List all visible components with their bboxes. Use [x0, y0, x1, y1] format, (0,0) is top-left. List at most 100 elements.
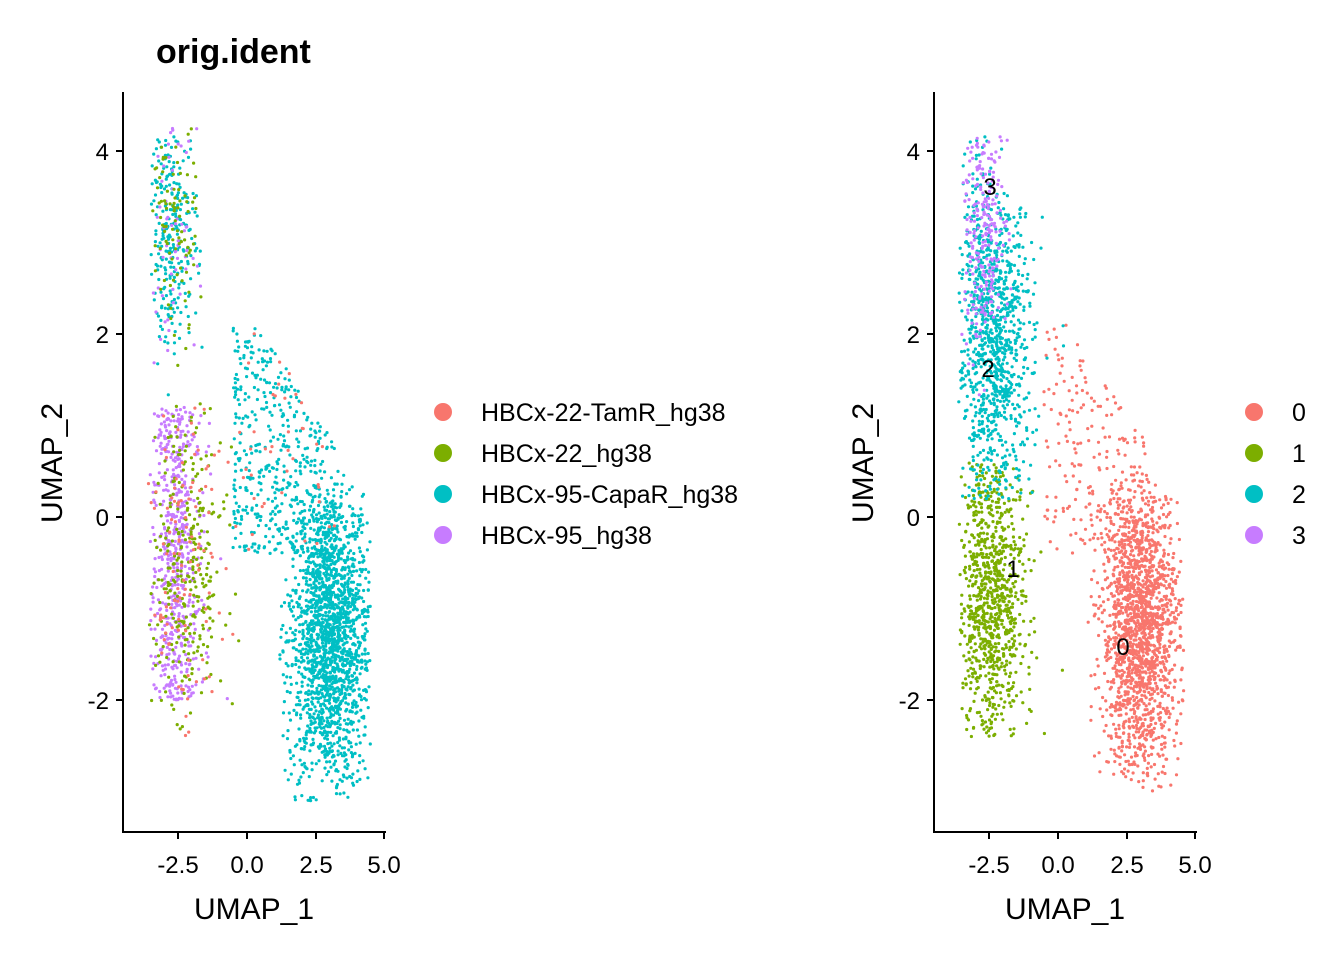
scatter-point	[191, 467, 195, 471]
scatter-point	[172, 181, 176, 185]
scatter-point	[333, 640, 337, 645]
scatter-point	[164, 614, 168, 618]
scatter-point	[309, 684, 314, 688]
scatter-point	[207, 510, 211, 515]
scatter-point	[184, 270, 189, 274]
scatter-point	[166, 411, 170, 415]
scatter-point	[368, 540, 372, 544]
scatter-point	[196, 522, 200, 526]
scatter-point	[325, 559, 329, 563]
scatter-point	[167, 233, 171, 237]
scatter-point	[364, 688, 368, 692]
scatter-point	[332, 494, 336, 498]
scatter-point	[327, 641, 331, 645]
scatter-point	[293, 458, 298, 462]
scatter-point	[318, 425, 322, 429]
scatter-point	[313, 458, 317, 462]
scatter-point	[234, 501, 238, 505]
scatter-point	[201, 491, 205, 495]
scatter-point	[273, 382, 278, 386]
scatter-point	[186, 697, 190, 701]
scatter-point	[294, 480, 298, 485]
scatter-point	[326, 504, 330, 508]
scatter-point	[191, 413, 195, 417]
scatter-point	[360, 554, 365, 558]
scatter-point	[360, 652, 364, 656]
scatter-point	[235, 332, 239, 336]
scatter-point	[180, 511, 184, 515]
scatter-point	[1109, 747, 1113, 751]
scatter-point	[154, 262, 158, 267]
scatter-point	[258, 518, 262, 523]
scatter-point	[158, 502, 162, 506]
scatter-point	[339, 637, 343, 642]
scatter-point	[159, 264, 163, 268]
scatter-point	[340, 688, 344, 692]
scatter-point	[1117, 713, 1121, 718]
scatter-point	[346, 597, 350, 601]
scatter-point	[351, 772, 355, 776]
scatter-point	[161, 234, 165, 238]
scatter-point	[1089, 595, 1093, 599]
scatter-point	[1090, 577, 1094, 582]
scatter-point	[1181, 597, 1185, 601]
scatter-point	[197, 271, 201, 275]
scatter-point	[331, 614, 335, 618]
scatter-point	[153, 570, 158, 574]
scatter-point	[173, 515, 177, 519]
scatter-point	[1153, 652, 1157, 656]
scatter-point	[189, 147, 193, 151]
scatter-point	[1147, 480, 1151, 484]
scatter-point	[330, 523, 334, 527]
scatter-point	[315, 689, 319, 694]
scatter-point	[353, 751, 357, 756]
scatter-point	[258, 471, 262, 475]
scatter-point	[180, 563, 184, 568]
scatter-point	[202, 407, 206, 411]
scatter-point	[174, 301, 178, 305]
scatter-point	[169, 680, 173, 685]
scatter-point	[316, 548, 320, 553]
scatter-point	[176, 657, 181, 661]
scatter-point	[157, 221, 161, 225]
scatter-point	[194, 683, 198, 687]
scatter-point	[1132, 704, 1136, 708]
scatter-point	[188, 592, 192, 597]
scatter-point	[309, 719, 313, 723]
scatter-point	[171, 172, 175, 176]
scatter-point	[336, 753, 340, 757]
scatter-point	[323, 699, 327, 703]
scatter-point	[177, 518, 181, 522]
scatter-point	[356, 636, 360, 640]
scatter-point	[346, 722, 350, 726]
scatter-point	[1134, 599, 1139, 604]
scatter-point	[1169, 537, 1173, 541]
scatter-point	[303, 698, 307, 702]
scatter-point	[305, 711, 309, 715]
scatter-point	[308, 749, 312, 753]
scatter-point	[275, 460, 279, 464]
scatter-point	[282, 434, 286, 438]
scatter-point	[307, 571, 311, 575]
scatter-point	[171, 414, 175, 418]
scatter-point	[324, 676, 328, 681]
scatter-point	[192, 263, 196, 267]
scatter-point	[296, 695, 300, 700]
scatter-point	[352, 688, 356, 692]
scatter-point	[170, 223, 174, 227]
scatter-point	[1113, 760, 1117, 764]
scatter-point	[320, 733, 325, 737]
scatter-point	[289, 541, 293, 545]
x-tick-label: 0.0	[230, 852, 263, 879]
scatter-point	[1146, 530, 1151, 534]
scatter-point	[175, 566, 179, 570]
scatter-point	[244, 508, 248, 512]
scatter-point	[264, 364, 268, 368]
scatter-point	[337, 626, 341, 630]
scatter-point	[351, 781, 355, 785]
scatter-point	[265, 381, 269, 385]
scatter-point	[168, 647, 172, 652]
scatter-point	[357, 761, 362, 765]
scatter-point	[153, 574, 157, 579]
scatter-point	[176, 577, 180, 581]
